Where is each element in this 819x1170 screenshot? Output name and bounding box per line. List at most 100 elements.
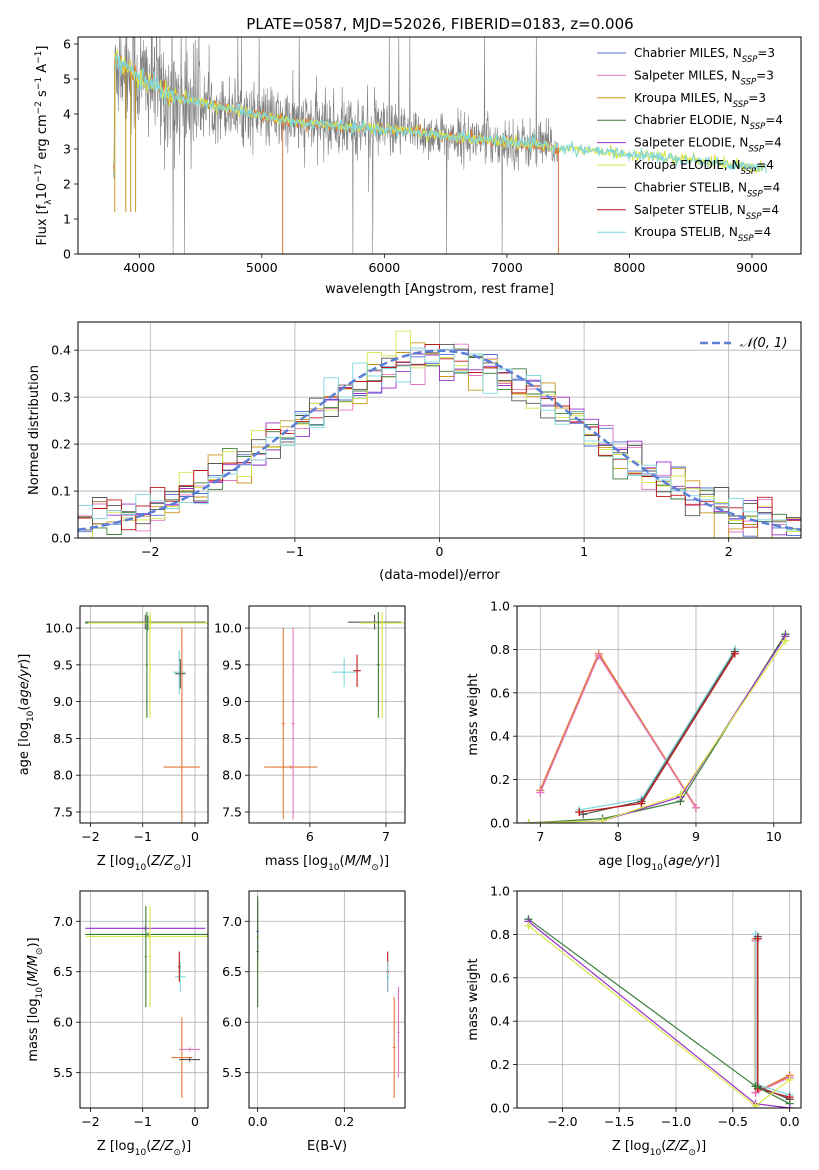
legend-entry-nssp: =4 xyxy=(756,158,774,172)
x-tick-label: 8 xyxy=(614,829,622,844)
mass-vs-z-y-axis-label-part: ( xyxy=(26,982,41,987)
y-tick-label: 1.0 xyxy=(490,599,510,614)
age-vs-mass-x-axis-label-part: 10 xyxy=(328,863,340,873)
spectrum-y-axis-label-part: ] xyxy=(35,46,50,51)
x-tick-label: 6 xyxy=(306,829,314,844)
x-tick-label: −1 xyxy=(133,829,151,844)
mass-vs-z-x-axis-label-part: ⊙ xyxy=(173,1148,181,1158)
y-tick-label: 0.2 xyxy=(490,772,510,787)
weight-point-kroupa_elodie xyxy=(676,790,685,799)
residuals-y-axis-label: Normed distribution xyxy=(27,365,42,495)
age-vs-z-x-axis-label-part: ( xyxy=(146,854,151,869)
weight-vs-age-x-axis-label: age [log10(age/yr)] xyxy=(598,854,720,873)
mass-vs-z-y-axis-label-part: M/M xyxy=(26,955,41,982)
x-tick-label: 9 xyxy=(692,829,700,844)
age-vs-z-y-axis-label-part: age/yr xyxy=(17,662,32,705)
mass-vs-z-x-axis-label-part: Z [log xyxy=(97,1139,135,1154)
y-tick-label: 0.4 xyxy=(490,1014,510,1029)
legend-entry-subscript: SSP xyxy=(741,77,757,87)
age-vs-z-x-axis-label-part: )] xyxy=(181,854,191,869)
residuals-x-axis-label: (data-model)/error xyxy=(379,568,500,583)
age-vs-z-y-axis-label-part: age [log xyxy=(17,722,32,775)
age-vs-z-x-axis-label-part: ⊙ xyxy=(173,863,181,873)
age-vs-z-y-axis-label-part: ( xyxy=(17,706,32,711)
weight-vs-z-x-axis-label-part: Z [log xyxy=(612,1139,650,1154)
y-tick-label: 5.5 xyxy=(53,1065,73,1080)
spectrum-y-axis-label-part: Flux [f xyxy=(35,204,50,245)
legend-entry-name: Chabrier ELODIE, N xyxy=(634,113,750,127)
mass-vs-z-y-axis-label: mass [log10(M/M⊙)] xyxy=(26,937,45,1061)
legend-entry-name: Kroupa STELIB, N xyxy=(634,225,738,239)
legend-entry-subscript: SSP xyxy=(750,122,766,132)
y-tick-label: 7.0 xyxy=(53,914,73,929)
weight-vs-z-y-axis-label-part: mass weight xyxy=(466,958,481,1040)
spectrum-y-axis-label-part: −1 xyxy=(34,51,44,64)
weight-vs-age-x-axis-label-part: ( xyxy=(663,854,668,869)
age-vs-z-x-axis-label-part: 10 xyxy=(135,863,147,873)
x-tick-label: 2 xyxy=(725,544,733,559)
axes-frame xyxy=(79,890,209,1109)
weight-point-salpeter_stelib xyxy=(730,649,739,658)
x-tick-label: −2.0 xyxy=(547,1114,577,1129)
legend-entry-subscript: SSP xyxy=(738,234,754,244)
spectrum-data-line xyxy=(113,37,559,254)
age-vs-z-x-axis-label: Z [log10(Z/Z⊙)] xyxy=(97,854,191,873)
weight-point-kroupa_elodie xyxy=(785,1075,794,1084)
figure-title: PLATE=0587, MJD=52026, FIBERID=0183, z=0… xyxy=(246,15,633,33)
weight-vs-age-x-axis-label-part: )] xyxy=(710,854,720,869)
mass-vs-z-x-axis-label: Z [log10(Z/Z⊙)] xyxy=(97,1139,191,1158)
y-tick-label: 8.0 xyxy=(222,768,242,783)
y-tick-label: 6.0 xyxy=(222,1015,242,1030)
age-vs-mass-x-axis-label-part: )] xyxy=(379,854,389,869)
x-tick-label: 6000 xyxy=(368,260,400,275)
legend-entry-subscript: SSP xyxy=(741,167,757,177)
mass-vs-z-x-axis-label-part: )] xyxy=(181,1139,191,1154)
axes-frame xyxy=(248,605,406,824)
y-tick-label: 4 xyxy=(63,107,71,122)
weight-point-salpeter_miles xyxy=(594,651,603,660)
y-tick-label: 6.5 xyxy=(53,964,73,979)
legend-entry-subscript: SSP xyxy=(746,212,762,222)
mass-vs-z-x-axis-label-part: Z/Z xyxy=(150,1139,174,1154)
y-tick-label: 0.1 xyxy=(51,484,71,499)
weight-vs-age-y-axis-label: mass weight xyxy=(466,673,481,755)
legend-entry-name: Salpeter MILES, N xyxy=(634,68,741,82)
weight-vs-z-x-axis-label-part: ⊙ xyxy=(688,1148,696,1158)
mass-vs-ebv-x-axis-label: E(B-V) xyxy=(307,1139,347,1154)
y-tick-label: 0.0 xyxy=(490,1101,510,1116)
age-vs-z-y-axis-label: age [log10(age/yr)] xyxy=(17,654,36,776)
y-tick-label: 3 xyxy=(63,142,71,157)
weight-point-salpeter_miles xyxy=(536,788,545,797)
legend-entry-nssp: =4 xyxy=(761,203,779,217)
weight-vs-z-x-axis-label-part: )] xyxy=(696,1139,706,1154)
axes-weight_vs_z: −2.0 −1.5 −1.0 −0.5 0.0 0.0 0.2 0.4 0.6 0.8 1.0 xyxy=(490,884,802,1129)
y-tick-label: 0.3 xyxy=(51,390,71,405)
residual-histogram-salpeter_elodie xyxy=(78,353,801,538)
age-vs-mass-x-axis-label-part: ( xyxy=(340,854,345,869)
mass-vs-z-x-axis-label-part: ( xyxy=(146,1139,151,1154)
y-tick-label: 2 xyxy=(63,177,71,192)
y-tick-label: 0.8 xyxy=(490,927,510,942)
x-tick-label: 5000 xyxy=(246,260,278,275)
legend-entry-label: Chabrier MILES, NSSP=3 xyxy=(634,46,775,65)
y-tick-label: 0.6 xyxy=(490,685,510,700)
axes-layer: 4000 5000 6000 7000 8000 90000123456wavelengt… xyxy=(17,36,802,1158)
spectrum-y-axis-label-part: erg cm xyxy=(35,114,50,163)
spectrum-y-axis-label-part: −2 xyxy=(34,101,44,114)
age-vs-mass-x-axis-label-part: mass [log xyxy=(265,854,328,869)
x-tick-label: −2 xyxy=(81,1114,99,1129)
y-tick-label: 0.0 xyxy=(490,816,510,831)
x-tick-label: 0.0 xyxy=(780,1114,800,1129)
weight-point-salpeter_elodie xyxy=(785,1104,794,1108)
y-tick-label: 9.5 xyxy=(222,657,242,672)
mass-vs-z-y-axis-label-part: )] xyxy=(26,937,41,947)
x-tick-label: 7 xyxy=(536,829,544,844)
legend-entry-nssp: =4 xyxy=(754,225,772,239)
gaussian-curve xyxy=(78,349,801,532)
axes-frame xyxy=(77,36,802,255)
spectrum-y-axis-label-part: A xyxy=(35,64,50,77)
mass-vs-ebv-x-axis-label-part: E(B-V) xyxy=(307,1139,347,1154)
mass-vs-z-y-axis-label-part: mass [log xyxy=(26,998,41,1061)
x-tick-label: 10 xyxy=(766,829,782,844)
